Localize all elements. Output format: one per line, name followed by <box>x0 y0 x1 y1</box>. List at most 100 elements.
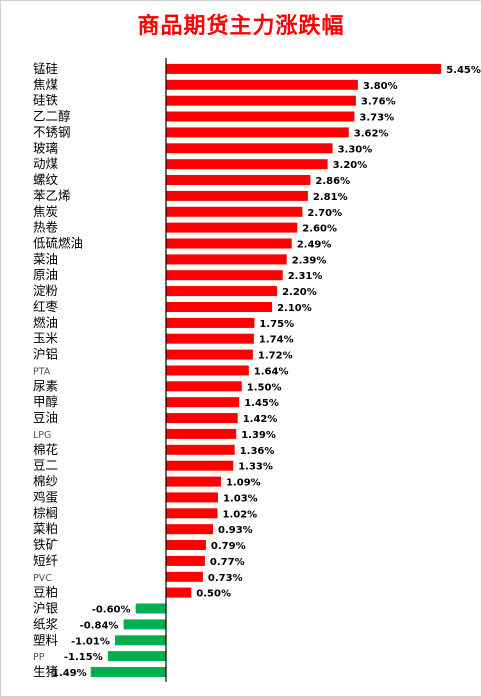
bar <box>166 492 218 503</box>
chart-title: 商品期货主力涨跌幅 <box>137 14 345 39</box>
value-label: -1.15% <box>64 652 103 663</box>
bar <box>90 667 166 677</box>
bar <box>166 476 221 487</box>
value-label: 1.75% <box>259 319 294 330</box>
bar <box>166 95 356 106</box>
bar <box>166 175 311 185</box>
value-label: 2.20% <box>282 287 317 298</box>
bar <box>166 286 278 297</box>
value-label: 2.49% <box>297 240 332 251</box>
bar <box>166 460 234 471</box>
value-label: 1.39% <box>241 430 276 441</box>
value-label: 1.09% <box>226 478 261 489</box>
bar <box>107 651 166 662</box>
category-label: 塑料 <box>33 632 59 647</box>
value-label: 1.03% <box>223 493 258 504</box>
category-label: 短纤 <box>33 553 59 568</box>
category-label: 焦煤 <box>33 77 59 92</box>
value-label: 2.81% <box>313 192 348 203</box>
bar <box>166 302 273 312</box>
bar <box>166 444 235 455</box>
value-label: 1.50% <box>247 382 282 393</box>
bar <box>166 254 287 265</box>
category-label: 硅铁 <box>33 93 59 108</box>
category-label: 热卷 <box>33 220 59 235</box>
bar <box>166 127 349 138</box>
category-label: 红枣 <box>33 299 59 314</box>
value-label: 2.10% <box>277 303 312 314</box>
value-label: 1.42% <box>243 414 278 425</box>
category-label: 低硫燃油 <box>33 236 83 251</box>
category-label: 棉花 <box>33 442 58 457</box>
bar <box>166 540 206 550</box>
bar <box>166 238 292 249</box>
bar <box>166 63 442 74</box>
bar <box>166 349 253 360</box>
bar <box>166 190 308 201</box>
bar <box>166 159 328 170</box>
category-label: 苯乙烯 <box>33 188 71 203</box>
value-label: 2.60% <box>302 224 337 235</box>
bar <box>166 524 213 535</box>
bar <box>166 333 254 344</box>
category-label: 豆粕 <box>33 585 58 600</box>
category-label: 乙二醇 <box>33 109 71 124</box>
value-label: 3.80% <box>363 81 398 92</box>
category-label: 尿素 <box>33 378 58 393</box>
category-label: PVC <box>33 573 52 584</box>
value-label: 3.62% <box>354 128 389 139</box>
category-label: 焦炭 <box>33 204 58 219</box>
bar <box>166 428 237 439</box>
bar <box>166 508 218 519</box>
value-label: 1.33% <box>238 462 273 473</box>
category-label: 甲醇 <box>33 394 58 409</box>
category-label: 锰硅 <box>33 61 58 76</box>
bar <box>115 635 166 646</box>
category-label: 棉纱 <box>33 474 58 489</box>
category-label: 原油 <box>33 267 58 282</box>
category-label: 菜油 <box>33 251 58 266</box>
category-label: 玉米 <box>33 331 59 346</box>
category-label: 豆油 <box>33 410 58 425</box>
value-label: 1.36% <box>240 446 275 457</box>
category-label: 螺纹 <box>33 172 59 187</box>
value-label: 0.93% <box>218 525 253 536</box>
bar <box>166 381 242 392</box>
bar <box>166 143 333 154</box>
bar <box>166 79 358 90</box>
bar <box>166 222 298 233</box>
bar <box>166 365 249 376</box>
value-label: 0.50% <box>196 589 231 600</box>
category-label: 豆二 <box>33 458 58 473</box>
category-label: 动煤 <box>33 156 59 171</box>
bar <box>166 587 192 598</box>
value-label: -1.01% <box>71 636 110 647</box>
category-label: 淀粉 <box>33 283 59 298</box>
value-label: 3.30% <box>338 144 373 155</box>
value-label: 1.64% <box>254 367 289 378</box>
bar <box>166 317 255 328</box>
value-label: 2.70% <box>307 208 342 219</box>
bar <box>166 555 205 566</box>
category-label: PP <box>33 652 45 663</box>
category-label: 纸浆 <box>33 616 59 631</box>
bar <box>166 413 238 424</box>
value-label: 1.74% <box>259 335 294 346</box>
category-label: 不锈钢 <box>33 124 71 139</box>
bar <box>166 270 283 281</box>
value-label: 0.79% <box>211 541 246 552</box>
bar <box>166 206 303 217</box>
value-label: 1.49% <box>52 668 87 679</box>
bar <box>166 111 355 122</box>
value-label: 0.77% <box>210 557 245 568</box>
value-label: -0.60% <box>92 605 131 616</box>
value-label: 2.39% <box>292 255 327 266</box>
category-label: 沪铝 <box>33 347 58 362</box>
value-label: 3.73% <box>359 113 394 124</box>
value-label: -0.84% <box>80 620 119 631</box>
bar <box>166 397 240 408</box>
value-label: 2.31% <box>288 271 323 282</box>
value-label: 5.45% <box>446 65 481 76</box>
bar <box>135 603 166 614</box>
